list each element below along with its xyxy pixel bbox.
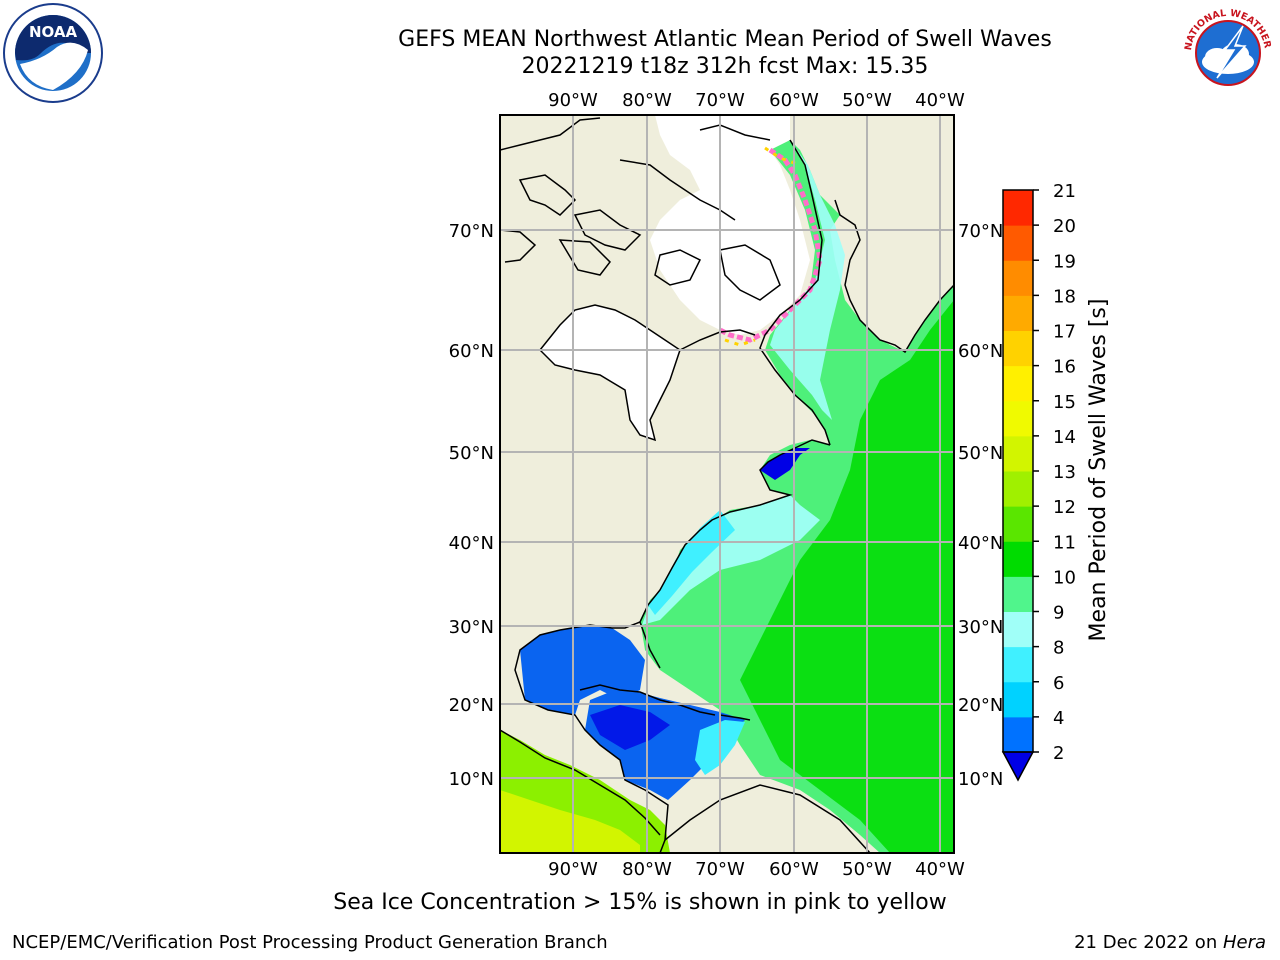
colorbar-segment (1003, 646, 1033, 683)
colorbar-tick-label: 16 (1053, 357, 1076, 378)
colorbar-tick-label: 15 (1053, 392, 1076, 413)
colorbar-tick-label: 11 (1053, 532, 1076, 553)
colorbar-segment (1003, 365, 1033, 402)
hudson-bay-ice (540, 305, 680, 440)
footer-credit: NCEP/EMC/Verification Post Processing Pr… (12, 932, 608, 953)
colorbar-segment (1003, 611, 1033, 648)
gulf-of-st-lawrence (760, 448, 810, 480)
right-lat-label: 40°N (958, 533, 1003, 554)
nws-logo: NATIONAL WEATHER SERVICE (1177, 2, 1277, 102)
top-lon-label: 40°W (915, 90, 965, 111)
colorbar-segment (1003, 400, 1033, 437)
top-lon-label: 70°W (695, 90, 745, 111)
colorbar-tick-label: 17 (1053, 322, 1076, 343)
colorbar-segment (1003, 330, 1033, 367)
colorbar-label: Mean Period of Swell Waves [s] (1086, 299, 1111, 642)
colorbar-segment (1003, 576, 1033, 612)
colorbar-segment (1003, 541, 1033, 577)
colorbar-segment (1003, 471, 1033, 507)
left-lat-label: 60°N (449, 341, 494, 362)
left-lat-label: 50°N (449, 443, 494, 464)
right-lat-label: 70°N (958, 221, 1003, 242)
sea-ice-edge (718, 147, 823, 343)
footer-host: Hera (1222, 932, 1266, 953)
colorbar-tick-label: 4 (1053, 708, 1064, 729)
right-lat-label: 50°N (958, 443, 1003, 464)
bottom-lon-label: 80°W (622, 859, 672, 880)
colorbar-segment (1003, 716, 1033, 753)
left-lat-label: 20°N (449, 695, 494, 716)
colorbar-tick-label: 9 (1053, 603, 1064, 624)
bottom-lon-label: 60°W (769, 859, 819, 880)
left-lat-label: 70°N (449, 221, 494, 242)
left-lat-label: 30°N (449, 617, 494, 638)
left-lat-label: 40°N (449, 533, 494, 554)
colorbar-segment (1003, 506, 1033, 542)
top-lon-label: 80°W (622, 90, 672, 111)
colorbar: 2 4 6 8 9 10 11 12 13 14 15 16 17 18 19 20 21 (1001, 181, 1076, 782)
colorbar-tick-label: 14 (1053, 427, 1076, 448)
colorbar-tick-label: 12 (1053, 497, 1076, 518)
left-lat-label: 10°N (449, 769, 494, 790)
map-frame (499, 114, 955, 854)
colorbar-tick-label: 2 (1053, 743, 1064, 764)
colorbar-segment (1003, 295, 1033, 331)
colorbar-segment (1003, 681, 1033, 718)
top-lon-label: 50°W (842, 90, 892, 111)
colorbar-tick-label: 13 (1053, 462, 1076, 483)
graticule (500, 115, 954, 853)
bottom-lon-label: 70°W (695, 859, 745, 880)
colorbar-segment (1003, 435, 1033, 472)
bottom-lon-label: 50°W (842, 859, 892, 880)
colorbar-tick-label: 19 (1053, 251, 1076, 272)
noaa-logo: NOAA (3, 3, 103, 103)
right-lat-label: 60°N (958, 341, 1003, 362)
right-lat-label: 20°N (958, 695, 1003, 716)
colorbar-segment (1003, 225, 1033, 261)
shelf-cyan (648, 510, 735, 615)
right-lat-label: 30°N (958, 617, 1003, 638)
us-east-coast-cyan (642, 495, 820, 625)
colorbar-tick-label: 21 (1053, 181, 1076, 202)
right-lat-label: 10°N (958, 769, 1003, 790)
colorbar-tick-label: 8 (1053, 638, 1064, 659)
bottom-lon-label: 40°W (915, 859, 965, 880)
pacific-yellow-patch (500, 790, 640, 853)
sea-ice-note: Sea Ice Concentration > 15% is shown in … (333, 890, 947, 915)
footer-date: 21 Dec 2022 on Hera (1074, 932, 1266, 953)
colorbar-segment (1003, 260, 1033, 296)
top-lon-label: 60°W (769, 90, 819, 111)
colorbar-segment (1003, 190, 1033, 226)
caribbean-deep-blue (590, 705, 670, 750)
colorbar-tick-label: 18 (1053, 286, 1076, 307)
colorbar-tick-label: 20 (1053, 216, 1076, 237)
bottom-lon-label: 90°W (548, 859, 598, 880)
top-lon-label: 90°W (548, 90, 598, 111)
noaa-logo-text: NOAA (29, 23, 78, 41)
footer-date-text: 21 Dec 2022 on (1074, 932, 1223, 953)
colorbar-tick-label: 6 (1053, 673, 1064, 694)
forecast-subtitle: 20221219 t18z 312h fcst Max: 15.35 (521, 54, 929, 79)
colorbar-extend-arrow (1001, 751, 1035, 782)
colorbar-tick-label: 10 (1053, 567, 1076, 588)
map-title: GEFS MEAN Northwest Atlantic Mean Period… (398, 27, 1052, 52)
